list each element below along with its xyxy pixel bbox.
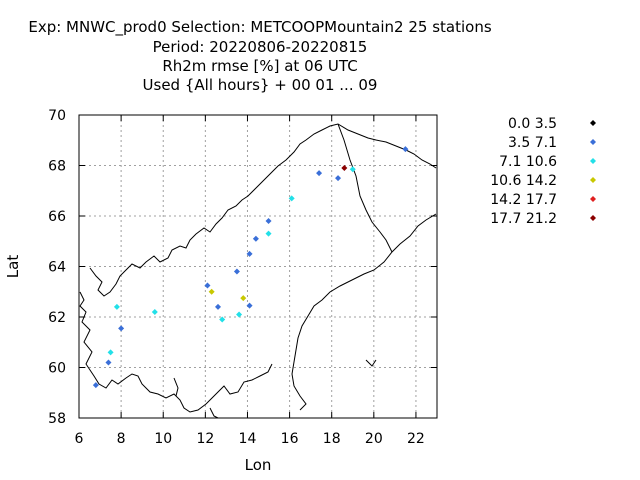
x-tick-label: 12 xyxy=(196,431,214,447)
data-point-series-2 xyxy=(288,195,295,202)
y-tick-label: 68 xyxy=(48,159,66,175)
data-point-series-3 xyxy=(208,288,215,295)
y-tick-label: 70 xyxy=(48,108,66,124)
legend-entry-marker xyxy=(590,215,596,221)
x-tick-label: 6 xyxy=(75,431,84,447)
legend-entry-label: 3.5 7.1 xyxy=(508,135,557,151)
legend-entry-label: 7.1 10.6 xyxy=(499,154,557,170)
data-point-series-1 xyxy=(246,302,253,309)
chart-title-line-2: Period: 20220806-20220815 xyxy=(152,38,368,56)
y-tick-label: 66 xyxy=(48,209,66,225)
data-point-series-2 xyxy=(113,303,120,310)
chart-title-line-1: Exp: MNWC_prod0 Selection: METCOOPMounta… xyxy=(28,18,492,36)
data-point-series-2 xyxy=(107,349,114,356)
legend-entry-label: 10.6 14.2 xyxy=(490,173,557,189)
legend-entry-marker xyxy=(590,139,596,145)
data-point-series-1 xyxy=(214,303,221,310)
data-point-series-1 xyxy=(204,282,211,289)
data-point-series-1 xyxy=(316,170,323,177)
legend-entry-label: 14.2 17.7 xyxy=(490,192,557,208)
data-point-series-1 xyxy=(92,382,99,389)
plot-frame xyxy=(78,114,438,419)
legend-entry-label: 0.0 3.5 xyxy=(508,116,557,132)
data-point-series-1 xyxy=(246,250,253,257)
x-tick-label: 20 xyxy=(365,431,383,447)
data-point-series-2 xyxy=(236,311,243,318)
legend-entry-marker xyxy=(590,196,596,202)
data-points xyxy=(92,146,409,389)
legend-entry-label: 17.7 21.2 xyxy=(490,211,557,227)
chart-title-line-3: Rh2m rmse [%] at 06 UTC xyxy=(162,57,358,75)
data-point-series-1 xyxy=(265,218,272,225)
data-point-series-2 xyxy=(219,316,226,323)
data-point-series-1 xyxy=(233,268,240,275)
data-point-series-1 xyxy=(252,235,259,242)
chart-title-line-4: Used {All hours} + 00 01 ... 09 xyxy=(142,76,378,94)
x-tick-label: 18 xyxy=(323,431,341,447)
data-point-series-1 xyxy=(335,175,342,182)
x-tick-label: 22 xyxy=(407,431,425,447)
y-tick-label: 58 xyxy=(48,411,66,427)
x-tick-label: 10 xyxy=(154,431,172,447)
legend-entry-marker xyxy=(590,158,596,164)
y-tick-label: 60 xyxy=(48,361,66,377)
data-point-series-2 xyxy=(151,308,158,315)
data-point-series-2 xyxy=(349,166,356,173)
data-point-series-5 xyxy=(341,165,348,172)
grid-lines xyxy=(79,115,437,418)
legend: 0.0 3.5 3.5 7.1 7.1 10.6 10.6 14.2 14.2 17.7… xyxy=(490,116,596,227)
legend-entry-marker xyxy=(590,120,596,126)
y-tick-label: 64 xyxy=(48,260,66,276)
x-tick-label: 16 xyxy=(281,431,299,447)
y-tick-label: 62 xyxy=(48,310,66,326)
coastline-map xyxy=(79,123,437,419)
y-axis-label: Lat xyxy=(4,255,22,279)
data-point-series-1 xyxy=(105,359,112,366)
data-point-series-3 xyxy=(240,295,247,302)
legend-entry-marker xyxy=(590,177,596,183)
x-tick-label: 14 xyxy=(239,431,257,447)
x-tick-label: 8 xyxy=(117,431,126,447)
data-point-series-1 xyxy=(402,146,409,153)
data-point-series-1 xyxy=(118,325,125,332)
data-point-series-2 xyxy=(265,230,272,237)
x-axis-label: Lon xyxy=(245,456,272,474)
